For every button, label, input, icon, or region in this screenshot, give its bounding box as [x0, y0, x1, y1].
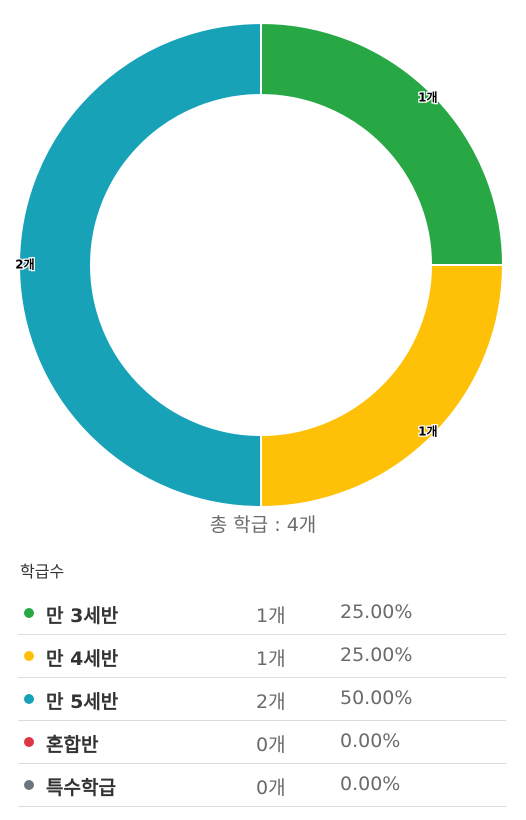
legend-row-mixed[interactable]: 혼합반 0개 0.00% — [18, 721, 506, 764]
donut-slice-age5[interactable] — [18, 21, 262, 509]
legend-dot-age5 — [24, 694, 34, 704]
legend-title: 학급수 — [20, 562, 65, 581]
legend-row-age5[interactable]: 만 5세반 2개 50.00% — [18, 678, 506, 721]
legend-percent: 25.00% — [340, 601, 413, 623]
legend-category: 혼합반 — [46, 734, 99, 756]
legend-dot-mixed — [24, 737, 34, 747]
donut-slice-age3[interactable] — [260, 21, 505, 266]
legend-percent: 25.00% — [340, 644, 413, 666]
legend-row-age3[interactable]: 만 3세반 1개 25.00% — [18, 592, 506, 635]
legend-dot-special — [24, 780, 34, 790]
legend-count: 1개 — [256, 648, 286, 670]
legend-percent: 0.00% — [340, 773, 401, 795]
legend-count: 1개 — [256, 605, 286, 627]
legend-category: 만 5세반 — [46, 691, 119, 713]
donut-slice-age4[interactable] — [260, 264, 505, 509]
legend-dot-age4 — [24, 651, 34, 661]
total-classes-label: 총 학급 : 4개 — [209, 514, 317, 536]
legend-count: 2개 — [256, 691, 286, 713]
legend-row-special[interactable]: 특수학급 0개 0.00% — [18, 764, 506, 807]
legend-category: 특수학급 — [46, 777, 116, 799]
legend-category: 만 4세반 — [46, 648, 119, 670]
legend-count: 0개 — [256, 777, 286, 799]
slice-label-age4: 1개 — [418, 424, 437, 438]
legend-table: 만 3세반 1개 25.00% 만 4세반 1개 25.00% 만 5세반 2개… — [18, 592, 506, 807]
legend-row-age4[interactable]: 만 4세반 1개 25.00% — [18, 635, 506, 678]
legend-percent: 50.00% — [340, 687, 413, 709]
legend-category: 만 3세반 — [46, 605, 119, 627]
donut-svg: 1개 1개 2개 — [14, 21, 505, 509]
legend-dot-age3 — [24, 608, 34, 618]
slice-label-age3: 1개 — [418, 91, 437, 105]
slice-label-age5: 2개 — [15, 258, 34, 272]
donut-chart: 1개 1개 2개 — [14, 21, 505, 509]
legend-percent: 0.00% — [340, 730, 401, 752]
legend-count: 0개 — [256, 734, 286, 756]
